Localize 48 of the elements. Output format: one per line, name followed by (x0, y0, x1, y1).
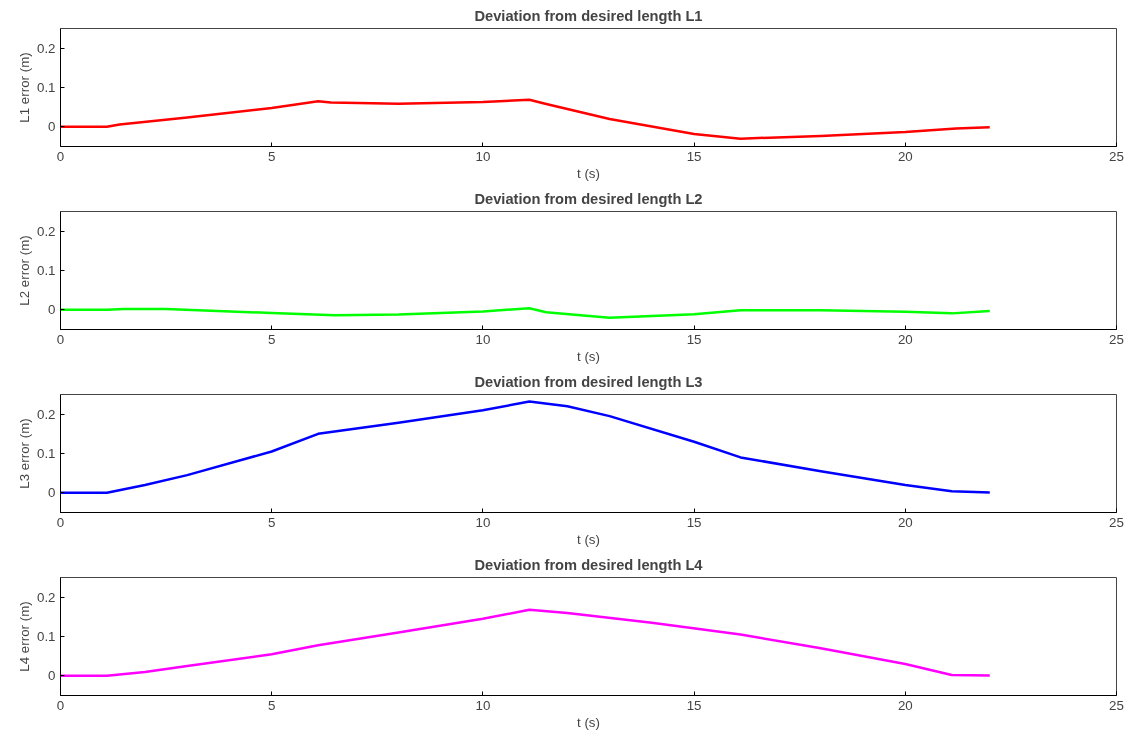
x-axis-title: t (s) (577, 531, 600, 547)
x-tick-label: 5 (267, 697, 276, 713)
y-axis-title: L3 error (m) (16, 418, 32, 489)
y-tick-label: 0 (48, 668, 56, 684)
chart-title: Deviation from desired length L2 (474, 190, 703, 207)
x-axis-title: t (s) (577, 165, 600, 181)
y-axis-title: L1 error (m) (16, 52, 32, 123)
x-tick-label: 20 (897, 331, 913, 347)
line-series (60, 400, 992, 495)
x-tick-label: 5 (267, 148, 276, 164)
x-tick-label: 15 (686, 331, 702, 347)
x-axis-title: t (s) (577, 348, 600, 364)
y-axis-title: L2 error (m) (16, 235, 32, 306)
y-tick-label: 0.1 (36, 629, 56, 644)
y-tick-label: 0.1 (36, 446, 56, 461)
y-tick-label: 0.2 (36, 589, 56, 605)
line-series (60, 307, 992, 319)
y-tick-label: 0.1 (36, 80, 56, 95)
y-tick-label: 0.1 (36, 263, 56, 278)
y-tick-label: 0 (48, 302, 56, 318)
y-tick-label: 0.2 (36, 223, 56, 239)
line-series (60, 98, 992, 140)
x-tick-label: 10 (475, 148, 491, 164)
chart-title: Deviation from desired length L4 (474, 556, 704, 573)
chart-title: Deviation from desired length L1 (474, 7, 703, 24)
x-tick-label: 25 (1109, 514, 1124, 530)
x-tick-label: 20 (897, 148, 913, 164)
x-tick-label: 5 (267, 514, 276, 530)
x-tick-label: 25 (1109, 331, 1124, 347)
x-tick-label: 20 (897, 514, 913, 530)
chart-title: Deviation from desired length L3 (474, 373, 703, 390)
x-tick-label: 25 (1109, 148, 1124, 164)
x-axis-title: t (s) (577, 714, 600, 730)
y-tick-label: 0.2 (36, 406, 56, 422)
x-tick-label: 5 (267, 331, 276, 347)
x-tick-label: 20 (897, 697, 913, 713)
x-tick-label: 10 (475, 514, 491, 530)
x-tick-label: 10 (475, 697, 491, 713)
x-tick-label: 10 (475, 331, 491, 347)
x-tick-label: 15 (686, 514, 702, 530)
y-tick-label: 0 (48, 119, 56, 135)
y-axis-title: L4 error (m) (16, 601, 32, 672)
x-tick-label: 15 (686, 697, 702, 713)
y-tick-label: 0.2 (36, 40, 56, 56)
y-tick-label: 0 (48, 485, 56, 501)
x-tick-label: 25 (1109, 697, 1124, 713)
line-series (60, 608, 992, 678)
x-tick-label: 15 (686, 148, 702, 164)
